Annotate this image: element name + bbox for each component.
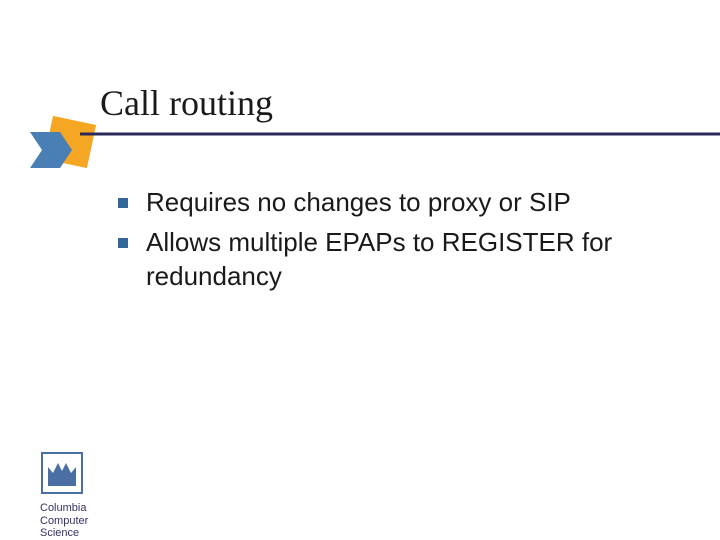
footer-line: Science	[40, 527, 79, 539]
bullet-text: Requires no changes to proxy or SIP	[146, 186, 571, 220]
crown-icon	[40, 451, 84, 495]
body-area: Requires no changes to proxy or SIP Allo…	[118, 186, 680, 299]
footer-line: Computer	[40, 515, 88, 527]
bullet-text: Allows multiple EPAPs to REGISTER for re…	[146, 226, 680, 294]
footer-logo: Columbia Computer Science	[40, 451, 104, 540]
bullet-icon	[118, 198, 128, 208]
slide-title: Call routing	[100, 82, 273, 124]
slide: Call routing Requires no changes to prox…	[0, 0, 720, 540]
footer-text: Columbia Computer Science	[40, 502, 104, 540]
bullet-item: Allows multiple EPAPs to REGISTER for re…	[118, 226, 680, 294]
footer-line: Columbia	[40, 502, 86, 514]
bullet-icon	[118, 238, 128, 248]
bullet-item: Requires no changes to proxy or SIP	[118, 186, 680, 220]
